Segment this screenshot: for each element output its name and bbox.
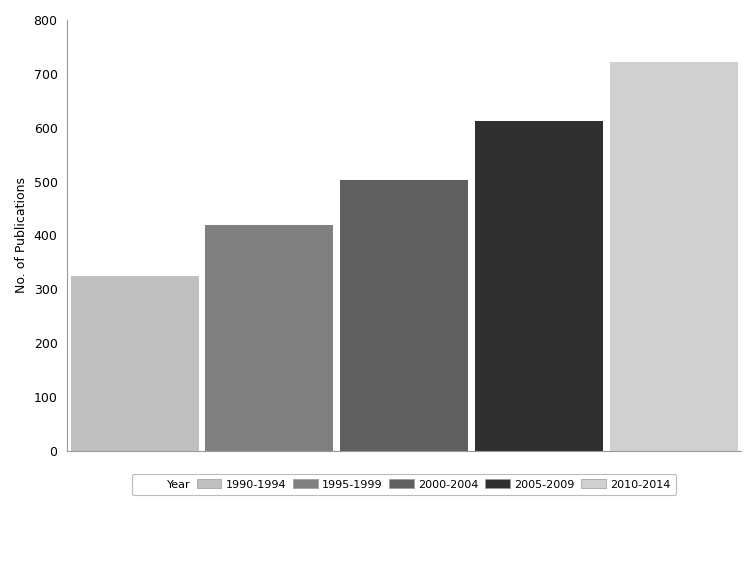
Bar	[70, 276, 199, 451]
Bar	[609, 62, 738, 451]
Bar	[206, 225, 333, 451]
Bar	[340, 180, 468, 451]
Y-axis label: No. of Publications: No. of Publications	[15, 177, 28, 293]
Legend: Year, 1990-1994, 1995-1999, 2000-2004, 2005-2009, 2010-2014: Year, 1990-1994, 1995-1999, 2000-2004, 2…	[132, 473, 676, 495]
Bar	[475, 121, 603, 451]
